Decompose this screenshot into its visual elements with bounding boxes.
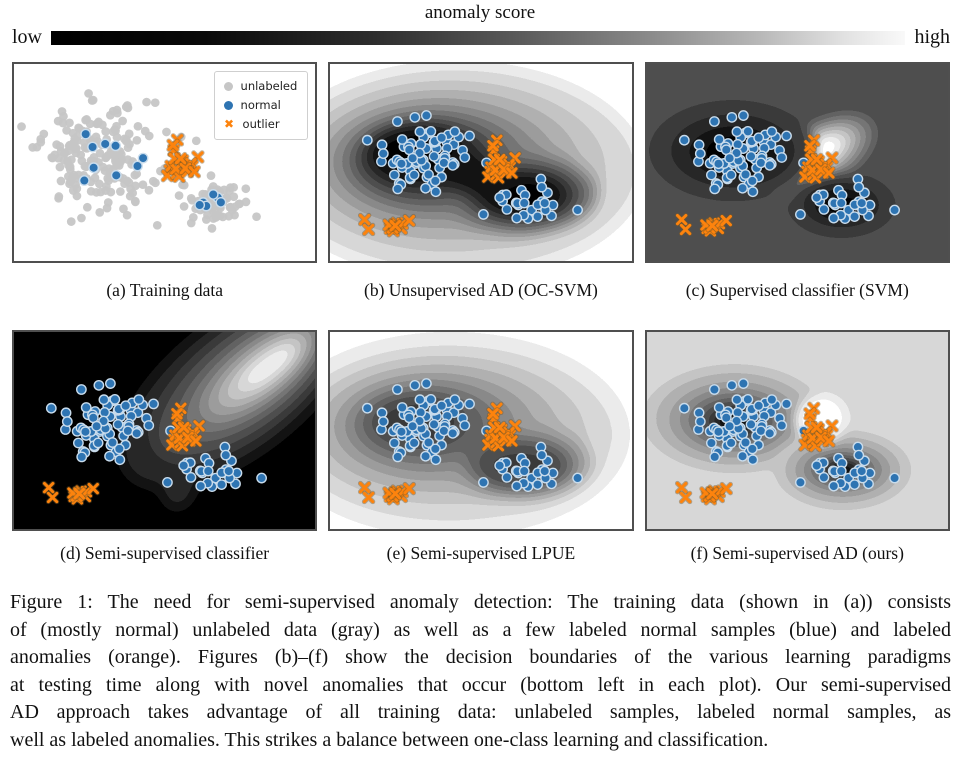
panel-b-caption: (b) Unsupervised AD (OC-SVM)	[364, 280, 598, 300]
figure-caption-line: AD approach takes advantage of all train…	[10, 701, 951, 724]
colorbar-gradient	[51, 30, 906, 45]
legend-label-outlier: outlier	[242, 117, 280, 131]
panel-e-caption: (e) Semi-supervised LPUE	[386, 543, 576, 563]
colorbar: low high	[12, 26, 950, 49]
plot-f-semisupervised-ad	[644, 330, 950, 531]
caption-row-2: (d) Semi-supervised classifier (e) Semi-…	[12, 543, 950, 564]
plot-d-semisupervised-classifier	[12, 330, 318, 531]
figure-caption-line: of (mostly normal) unlabeled data (gray)…	[10, 618, 951, 641]
plot-legend: unlabeled normal ✖ outlier	[213, 71, 309, 140]
legend-label-unlabeled: unlabeled	[240, 79, 298, 93]
panel-d-caption: (d) Semi-supervised classifier	[60, 543, 270, 563]
panel-row-2	[12, 330, 950, 531]
legend-label-normal: normal	[240, 98, 281, 112]
outlier-marker-icon: ✖	[224, 117, 235, 131]
legend-item-unlabeled: unlabeled	[223, 77, 298, 96]
unlabeled-marker-icon	[223, 82, 233, 91]
colorbar-high-label: high	[914, 26, 950, 48]
colorbar-title: anomaly score	[424, 2, 536, 23]
panel-f-caption: (f) Semi-supervised AD (ours)	[690, 543, 904, 563]
figure-caption: Figure 1: The need for semi-supervised a…	[10, 589, 951, 755]
panel-c-caption: (c) Supervised classifier (SVM)	[685, 280, 909, 300]
figure-caption-line: anomalies (orange). Figures (b)–(f) show…	[10, 646, 951, 669]
plot-a-training-data: unlabeled normal ✖ outlier	[12, 62, 318, 263]
legend-item-outlier: ✖ outlier	[224, 115, 298, 134]
panel-row-1: unlabeled normal ✖ outlier	[12, 62, 950, 263]
normal-marker-icon	[223, 101, 233, 110]
plot-e-lpue	[328, 330, 634, 531]
panel-a-caption: (a) Training data	[106, 280, 223, 300]
plot-b-ocsvm	[328, 62, 634, 263]
caption-row-1: (a) Training data (b) Unsupervised AD (O…	[12, 280, 950, 301]
figure-caption-line: well as labeled anomalies. This strikes …	[10, 728, 769, 751]
colorbar-low-label: low	[12, 26, 42, 48]
figure-caption-line: Figure 1: The need for semi-supervised a…	[10, 591, 951, 613]
figure-caption-line: at testing time along with novel anomali…	[10, 673, 951, 696]
plot-c-svm	[644, 62, 950, 263]
legend-item-normal: normal	[223, 96, 298, 115]
